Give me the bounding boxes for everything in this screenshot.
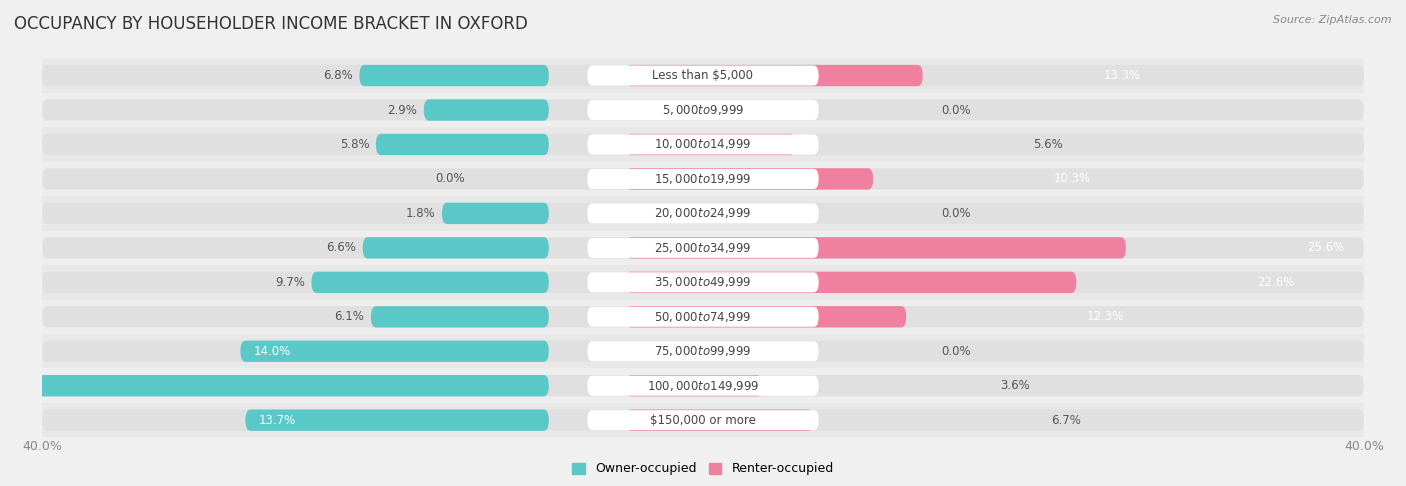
FancyBboxPatch shape — [42, 299, 1364, 334]
FancyBboxPatch shape — [42, 127, 1364, 162]
FancyBboxPatch shape — [588, 238, 818, 258]
FancyBboxPatch shape — [42, 334, 1364, 368]
Text: 10.3%: 10.3% — [1054, 173, 1091, 186]
FancyBboxPatch shape — [626, 306, 907, 328]
FancyBboxPatch shape — [42, 375, 1364, 397]
FancyBboxPatch shape — [42, 231, 1364, 265]
Text: OCCUPANCY BY HOUSEHOLDER INCOME BRACKET IN OXFORD: OCCUPANCY BY HOUSEHOLDER INCOME BRACKET … — [14, 15, 527, 33]
Text: 13.7%: 13.7% — [259, 414, 295, 427]
FancyBboxPatch shape — [441, 203, 548, 224]
FancyBboxPatch shape — [42, 410, 1364, 431]
FancyBboxPatch shape — [626, 237, 1126, 259]
FancyBboxPatch shape — [626, 168, 873, 190]
Text: Less than $5,000: Less than $5,000 — [652, 69, 754, 82]
Text: $5,000 to $9,999: $5,000 to $9,999 — [662, 103, 744, 117]
FancyBboxPatch shape — [42, 134, 1364, 155]
FancyBboxPatch shape — [42, 99, 1364, 121]
FancyBboxPatch shape — [42, 196, 1364, 231]
Text: $75,000 to $99,999: $75,000 to $99,999 — [654, 344, 752, 358]
FancyBboxPatch shape — [42, 203, 1364, 224]
FancyBboxPatch shape — [42, 306, 1364, 328]
FancyBboxPatch shape — [626, 375, 762, 397]
Text: $10,000 to $14,999: $10,000 to $14,999 — [654, 138, 752, 152]
FancyBboxPatch shape — [626, 272, 1077, 293]
FancyBboxPatch shape — [588, 341, 818, 361]
FancyBboxPatch shape — [588, 135, 818, 155]
Text: 5.6%: 5.6% — [1033, 138, 1063, 151]
FancyBboxPatch shape — [0, 375, 548, 397]
FancyBboxPatch shape — [360, 65, 548, 86]
Text: $100,000 to $149,999: $100,000 to $149,999 — [647, 379, 759, 393]
FancyBboxPatch shape — [42, 272, 1364, 293]
FancyBboxPatch shape — [42, 403, 1364, 437]
Text: $15,000 to $19,999: $15,000 to $19,999 — [654, 172, 752, 186]
Text: 3.6%: 3.6% — [1001, 379, 1031, 392]
FancyBboxPatch shape — [588, 100, 818, 120]
FancyBboxPatch shape — [588, 204, 818, 224]
Text: $20,000 to $24,999: $20,000 to $24,999 — [654, 207, 752, 220]
FancyBboxPatch shape — [240, 341, 548, 362]
Text: 12.3%: 12.3% — [1087, 310, 1125, 323]
FancyBboxPatch shape — [626, 134, 796, 155]
Text: 14.0%: 14.0% — [253, 345, 291, 358]
FancyBboxPatch shape — [626, 65, 922, 86]
FancyBboxPatch shape — [363, 237, 548, 259]
Text: 6.7%: 6.7% — [1052, 414, 1081, 427]
Text: 0.0%: 0.0% — [436, 173, 465, 186]
FancyBboxPatch shape — [42, 265, 1364, 299]
Text: 0.0%: 0.0% — [941, 104, 970, 117]
Text: $25,000 to $34,999: $25,000 to $34,999 — [654, 241, 752, 255]
FancyBboxPatch shape — [42, 58, 1364, 93]
FancyBboxPatch shape — [626, 410, 814, 431]
FancyBboxPatch shape — [42, 237, 1364, 259]
FancyBboxPatch shape — [42, 168, 1364, 190]
FancyBboxPatch shape — [588, 169, 818, 189]
FancyBboxPatch shape — [42, 341, 1364, 362]
Text: 1.8%: 1.8% — [405, 207, 436, 220]
Text: $150,000 or more: $150,000 or more — [650, 414, 756, 427]
Text: 6.6%: 6.6% — [326, 242, 356, 254]
Text: 9.7%: 9.7% — [276, 276, 305, 289]
Text: 5.8%: 5.8% — [340, 138, 370, 151]
FancyBboxPatch shape — [246, 410, 548, 431]
FancyBboxPatch shape — [375, 134, 548, 155]
FancyBboxPatch shape — [371, 306, 548, 328]
Text: $35,000 to $49,999: $35,000 to $49,999 — [654, 276, 752, 289]
Text: 0.0%: 0.0% — [941, 345, 970, 358]
FancyBboxPatch shape — [588, 410, 818, 430]
Legend: Owner-occupied, Renter-occupied: Owner-occupied, Renter-occupied — [568, 457, 838, 481]
Text: $50,000 to $74,999: $50,000 to $74,999 — [654, 310, 752, 324]
FancyBboxPatch shape — [312, 272, 548, 293]
Text: 22.6%: 22.6% — [1257, 276, 1295, 289]
FancyBboxPatch shape — [42, 65, 1364, 86]
Text: 6.8%: 6.8% — [323, 69, 353, 82]
Text: 0.0%: 0.0% — [941, 207, 970, 220]
FancyBboxPatch shape — [588, 66, 818, 86]
FancyBboxPatch shape — [42, 368, 1364, 403]
FancyBboxPatch shape — [42, 162, 1364, 196]
Text: 6.1%: 6.1% — [335, 310, 364, 323]
Text: Source: ZipAtlas.com: Source: ZipAtlas.com — [1274, 15, 1392, 25]
FancyBboxPatch shape — [423, 99, 548, 121]
FancyBboxPatch shape — [588, 307, 818, 327]
FancyBboxPatch shape — [42, 93, 1364, 127]
Text: 25.6%: 25.6% — [1306, 242, 1344, 254]
Text: 2.9%: 2.9% — [387, 104, 418, 117]
Text: 13.3%: 13.3% — [1104, 69, 1140, 82]
FancyBboxPatch shape — [588, 376, 818, 396]
FancyBboxPatch shape — [588, 272, 818, 292]
